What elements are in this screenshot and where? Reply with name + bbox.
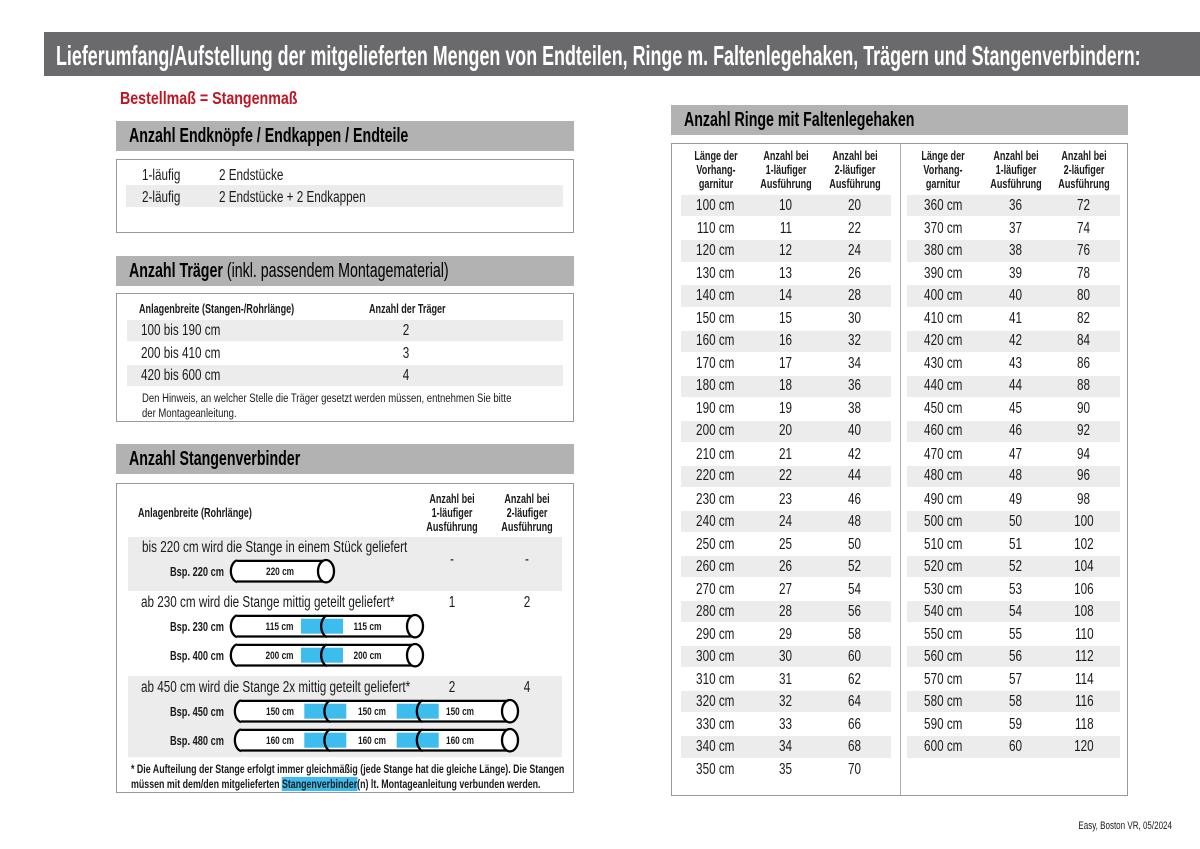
svg-text:150 cm: 150 cm: [266, 706, 294, 718]
svg-text:200 cm: 200 cm: [266, 650, 294, 662]
svg-text:115 cm: 115 cm: [266, 621, 294, 633]
svg-text:200 cm: 200 cm: [354, 650, 382, 662]
svg-text:150 cm: 150 cm: [358, 706, 386, 718]
svg-text:160 cm: 160 cm: [446, 735, 474, 747]
svg-text:150 cm: 150 cm: [446, 706, 474, 718]
svg-text:115 cm: 115 cm: [354, 621, 382, 633]
svg-text:160 cm: 160 cm: [358, 735, 386, 747]
svg-text:220 cm: 220 cm: [266, 566, 294, 578]
svg-text:160 cm: 160 cm: [266, 735, 294, 747]
